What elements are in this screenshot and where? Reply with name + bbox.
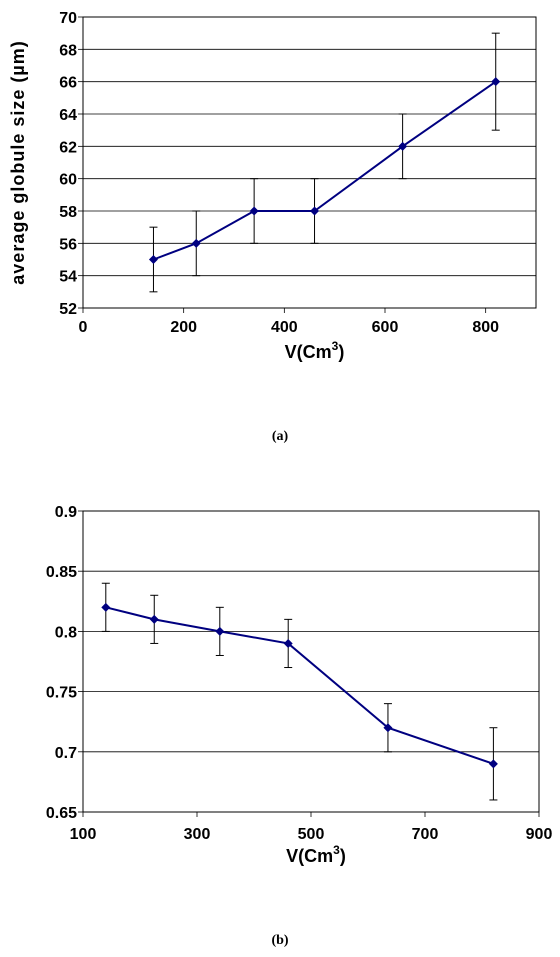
chart-b: 0.65 0.7 0.75 0.8 0.85 0.9 100 300 500 700 900 V(Cm… [46, 504, 553, 948]
x-tick-label: 400 [271, 319, 298, 336]
y-tick-label: 0.85 [46, 564, 77, 581]
data-point [491, 77, 501, 87]
y-axis-label: average globule size (µm) [8, 40, 28, 284]
y-tick-label: 52 [59, 301, 77, 318]
x-tick-label: 200 [170, 319, 197, 336]
y-tick-label: 0.65 [46, 805, 77, 822]
x-axis-label: V(Cm3) [285, 339, 345, 362]
y-tick-label: 70 [59, 10, 77, 27]
series-line [105, 606, 494, 765]
x-tick-label: 0 [79, 319, 88, 336]
data-point [148, 255, 158, 264]
data-point [383, 723, 393, 733]
x-tick-label: 500 [298, 826, 325, 843]
data-point [215, 626, 225, 636]
data-point [191, 238, 201, 248]
figure-caption: (a) [272, 429, 289, 444]
data-point [488, 759, 498, 769]
y-tick-label: 58 [59, 204, 77, 221]
y-tick-label: 0.8 [55, 624, 77, 641]
x-tick-label: 700 [412, 826, 439, 843]
data-point [283, 638, 293, 648]
y-tick-label: 62 [59, 139, 77, 156]
data-point [149, 614, 159, 624]
data-point [101, 602, 111, 612]
series-line [153, 80, 497, 261]
x-tick-label: 800 [472, 319, 499, 336]
y-tick-label: 0.9 [55, 504, 77, 521]
y-tick-label: 60 [59, 172, 77, 189]
chart-a: 52 54 56 58 60 62 64 66 68 70 0 200 400 600 800 V(Cm3) a… [8, 10, 537, 444]
data-point [310, 206, 320, 216]
plot-frame [82, 16, 537, 309]
y-tick-label: 64 [59, 107, 77, 124]
y-tick-label: 0.75 [46, 685, 77, 702]
y-tick-label: 66 [59, 75, 77, 92]
y-tick-label: 68 [59, 42, 77, 59]
x-axis-label: V(Cm3) [286, 843, 346, 866]
x-tick-label: 900 [526, 826, 553, 843]
x-tick-label: 100 [70, 826, 97, 843]
y-tick-label: 54 [59, 269, 77, 286]
y-tick-label: 0.7 [55, 745, 77, 762]
y-tick-label: 56 [59, 236, 77, 253]
data-point [249, 206, 259, 216]
figure-caption: (b) [271, 933, 288, 948]
data-point [398, 141, 408, 151]
x-tick-label: 300 [184, 826, 211, 843]
x-tick-label: 600 [372, 319, 399, 336]
